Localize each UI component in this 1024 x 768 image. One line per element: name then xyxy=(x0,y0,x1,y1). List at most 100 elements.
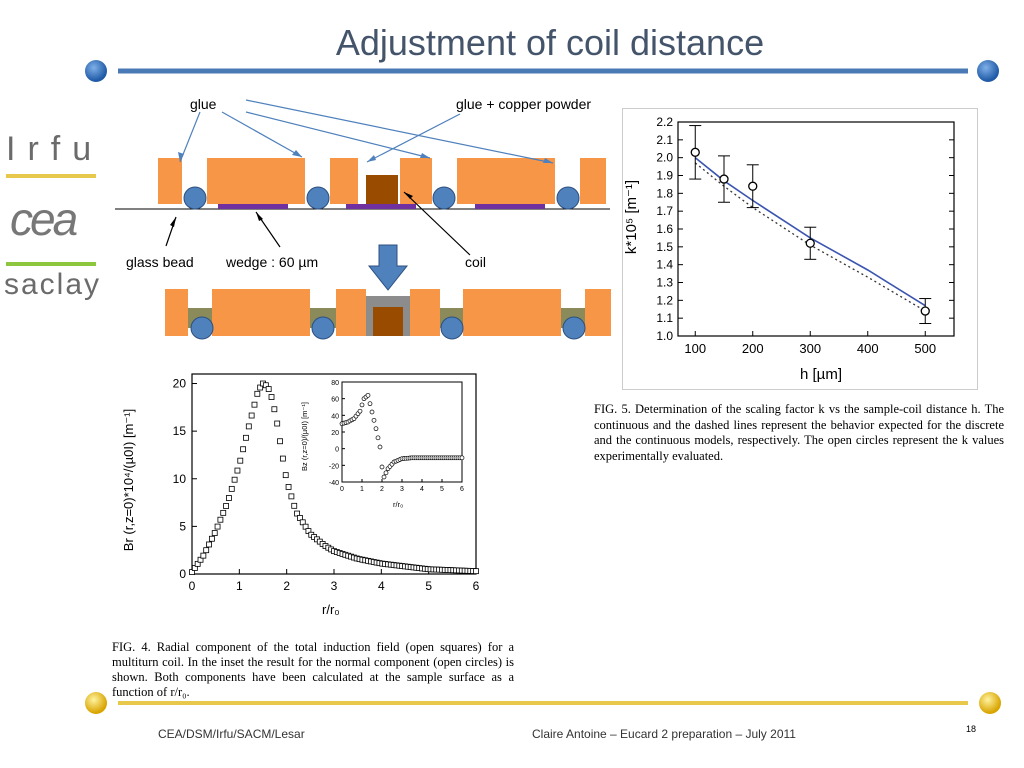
fig5-ytick-label: 1.5 xyxy=(656,240,673,254)
fig4-inset-ytick-label: 20 xyxy=(331,430,339,437)
label-glass-bead: glass bead xyxy=(126,254,194,270)
cea-logo: cea xyxy=(10,193,78,245)
fig5-ytick-label: 2.1 xyxy=(656,133,673,147)
fig4-inset-ytick-label: 80 xyxy=(331,380,339,387)
fig4-inset-axes xyxy=(341,381,463,483)
fig4-inset-marker xyxy=(383,470,389,476)
fig5-chart: 1.0 1.1 1.2 1.3 1.4 1.5 1.6 1.7 1.8 1.9 2.0 2.1 2.2 1… xyxy=(656,115,955,356)
fig4-inset-xtick-label: 6 xyxy=(460,486,464,493)
fig4-inset-marker xyxy=(373,426,379,432)
fig4-marker xyxy=(248,412,255,419)
fig4-inset-marker xyxy=(381,474,387,480)
fig4-inset-marker xyxy=(359,402,365,408)
fig5-frame xyxy=(622,108,978,390)
fig4-inset-xtick-label: 3 xyxy=(400,486,404,493)
fig4-marker xyxy=(245,423,252,430)
fig4-marker xyxy=(214,523,221,530)
fig4-marker xyxy=(203,547,210,554)
fig4-marker xyxy=(243,434,249,441)
coil-diagram xyxy=(115,99,611,340)
fig4-inset-xtick-label: 4 xyxy=(420,486,424,493)
fig5-xtick-label: 100 xyxy=(684,341,706,356)
fig4-ytick-label: 5 xyxy=(179,519,186,533)
fig4-marker xyxy=(274,420,281,427)
fig4-marker xyxy=(231,476,238,483)
glue-arrowheads xyxy=(178,150,553,163)
fig4-marker xyxy=(251,401,258,408)
fig4-marker xyxy=(226,495,232,501)
fig4-marker xyxy=(282,472,289,479)
fig4-marker xyxy=(240,446,247,453)
fig5-point xyxy=(920,306,930,316)
irfu-logo-line xyxy=(6,174,96,178)
fig4-inset-marker xyxy=(377,444,383,450)
fig4-inset-xlabel: r/r₀ xyxy=(393,500,404,509)
fig4-marker xyxy=(200,552,207,559)
fig5-ytick-label: 1.6 xyxy=(656,222,673,236)
fig4-xtick-label: 0 xyxy=(189,579,196,593)
bottom-coil-blocks xyxy=(165,289,611,336)
fig5-solid-line xyxy=(694,157,926,307)
fig4-xtick-label: 6 xyxy=(473,579,480,593)
fig4-marker xyxy=(473,568,479,575)
fig4-ylabel: Br (r,z=0)*10⁴/(µ0I) [m⁻¹] xyxy=(121,408,137,552)
label-glue: glue xyxy=(190,96,217,112)
fig4-inset-ytick-label: 40 xyxy=(331,413,339,420)
fig4-inset-marker xyxy=(379,464,385,470)
glue-arrows xyxy=(179,99,554,164)
fig4-inset-ytick-label: -20 xyxy=(329,463,339,470)
fig4-inset-marker xyxy=(371,417,377,423)
footer-dot-left xyxy=(85,692,107,714)
fig4-xtick-label: 2 xyxy=(283,579,290,593)
fig5-xtick-label: 400 xyxy=(857,341,879,356)
fig4-inset-xtick-label: 2 xyxy=(380,486,384,493)
fig4-marker xyxy=(268,394,275,400)
fig4-marker xyxy=(271,406,278,413)
glass-beads-lower xyxy=(190,316,586,340)
fig5-xtick-label: 300 xyxy=(799,341,821,356)
fig4-marker xyxy=(228,485,235,492)
fig5-ytick-label: 1.4 xyxy=(656,258,673,272)
fig4-inset-marker xyxy=(369,409,375,415)
fig4-ytick-label: 15 xyxy=(173,424,187,438)
fig4-ytick-label: 10 xyxy=(173,472,187,486)
cea-logo-line xyxy=(6,262,96,266)
footer-left: CEA/DSM/Irfu/SACM/Lesar xyxy=(158,727,305,741)
fig4-marker xyxy=(217,516,224,523)
fig4-chart: 0 5 10 15 20 0 1 2 3 4 5 6 -40 -20 0 20 40 60 80 0 1 2 3 4 5 6 xyxy=(173,373,480,593)
fig4-inset-marker xyxy=(459,455,465,461)
fig4-xtick-label: 4 xyxy=(378,579,385,593)
fig5-point xyxy=(690,147,700,157)
fig4-marker xyxy=(288,493,295,500)
fig5-point xyxy=(748,181,758,191)
fig4-marker xyxy=(237,457,244,464)
fig5-ylabel: k*10⁵ [m⁻¹] xyxy=(623,179,641,255)
fig4-marker xyxy=(265,386,272,392)
fig5-ytick-label: 1.9 xyxy=(656,169,673,183)
fig4-marker xyxy=(206,541,212,548)
footer-center: Claire Antoine – Eucard 2 preparation – … xyxy=(532,727,796,741)
fig4-ytick-label: 20 xyxy=(173,377,187,391)
fig5-ytick-label: 1.1 xyxy=(656,311,673,325)
fig4-inset-xtick-label: 1 xyxy=(360,486,364,493)
fig4-marker xyxy=(220,509,227,516)
fig4-marker xyxy=(223,503,229,509)
fig4-xlabel: r/r₀ xyxy=(322,602,340,617)
fig4-marker xyxy=(234,467,241,474)
wedges xyxy=(218,204,545,209)
fig5-ytick-label: 1.8 xyxy=(656,186,673,200)
label-coil: coil xyxy=(465,254,487,270)
glass-beads xyxy=(183,186,580,210)
fig5-axes xyxy=(677,121,955,337)
fig4-inset-xtick-label: 5 xyxy=(440,486,444,493)
fig5-xlabel: h [µm] xyxy=(800,366,842,383)
saclay-logo: saclay xyxy=(4,268,102,301)
fig4-xtick-label: 5 xyxy=(425,579,432,593)
fig5-ytick-label: 1.7 xyxy=(656,204,673,218)
fig4-inset-xtick-label: 0 xyxy=(340,486,344,493)
fig4-inset-marker xyxy=(367,401,373,407)
fig4-ytick-label: 0 xyxy=(179,567,186,581)
down-arrow xyxy=(367,244,409,291)
fig5-ytick-label: 1.2 xyxy=(656,293,673,307)
coil-block-lower xyxy=(373,307,403,336)
